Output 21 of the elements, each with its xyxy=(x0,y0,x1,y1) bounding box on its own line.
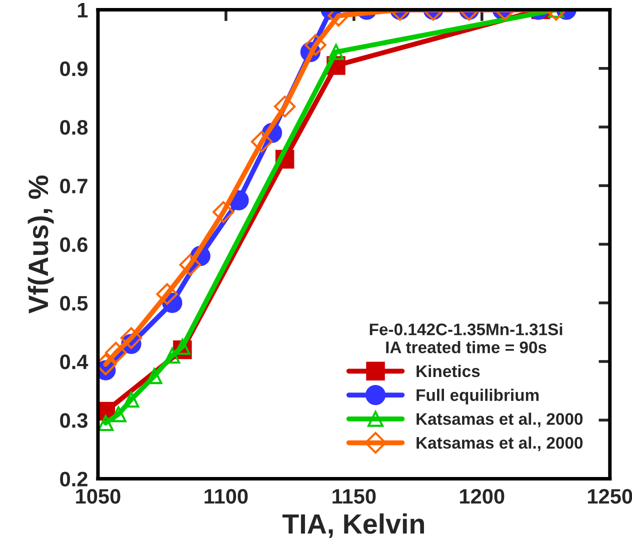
y-tick-label: 0.6 xyxy=(60,237,88,252)
y-tick-label: 0.4 xyxy=(60,354,88,370)
x-tick-label: 1200 xyxy=(460,488,504,504)
y-tick-label: 0.3 xyxy=(60,413,88,428)
y-tick-label: 0.5 xyxy=(60,296,88,311)
legend-label: Kinetics xyxy=(416,364,480,378)
legend-label: Full equilibrium xyxy=(416,388,539,404)
y-tick-label: 0.8 xyxy=(60,120,88,135)
x-tick-label: 1050 xyxy=(76,488,120,504)
x-tick-label: 1100 xyxy=(204,488,248,504)
legend-label: Katsamas et al., 2000 xyxy=(416,436,583,452)
legend-label: Katsamas et al., 2000 xyxy=(416,412,583,428)
legend-title: Fe-0.142C-1.35Mn-1.31Si IA treated time = 90s xyxy=(370,323,562,354)
x-tick-label: 1150 xyxy=(332,488,376,504)
y-axis-title: Vf(Aus), % xyxy=(28,176,54,314)
y-tick-label: 1 xyxy=(78,3,88,18)
y-tick-label: 0.2 xyxy=(60,472,88,486)
y-tick-label: 0.9 xyxy=(60,61,88,76)
y-tick-label: 0.7 xyxy=(60,178,88,194)
x-tick-label: 1250 xyxy=(588,488,632,504)
x-axis-title: TIA, Kelvin xyxy=(282,513,424,538)
